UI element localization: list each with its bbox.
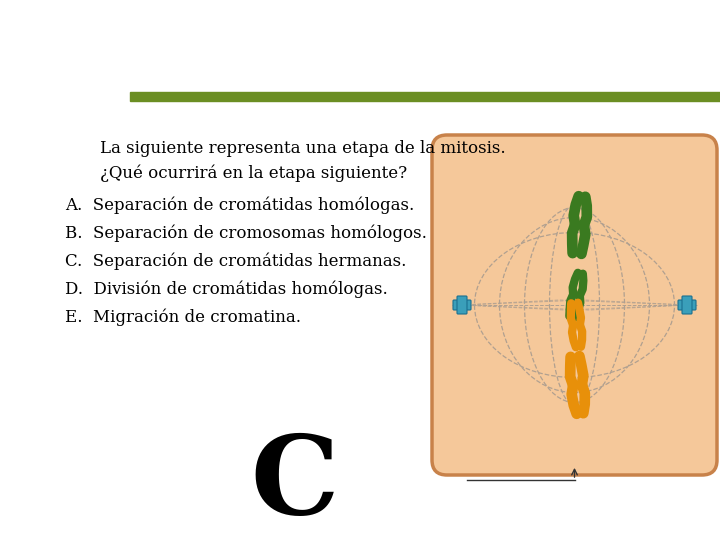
Text: D.  División de cromátidas homólogas.: D. División de cromátidas homólogas. (65, 280, 388, 298)
FancyBboxPatch shape (453, 300, 471, 310)
FancyBboxPatch shape (678, 300, 696, 310)
Text: E.  Migración de cromatina.: E. Migración de cromatina. (65, 308, 301, 326)
Text: C: C (251, 430, 339, 537)
Text: A.  Separación de cromátidas homólogas.: A. Separación de cromátidas homólogas. (65, 196, 414, 213)
FancyBboxPatch shape (457, 296, 467, 314)
Text: B.  Separación de cromosomas homólogos.: B. Separación de cromosomas homólogos. (65, 224, 427, 241)
Text: ¿Qué ocurrirá en la etapa siguiente?: ¿Qué ocurrirá en la etapa siguiente? (100, 165, 407, 183)
FancyBboxPatch shape (432, 135, 717, 475)
Text: C.  Separación de cromátidas hermanas.: C. Separación de cromátidas hermanas. (65, 252, 406, 269)
Bar (130, 92, 720, 101)
FancyBboxPatch shape (682, 296, 692, 314)
Text: La siguiente representa una etapa de la mitosis.: La siguiente representa una etapa de la … (100, 140, 505, 157)
